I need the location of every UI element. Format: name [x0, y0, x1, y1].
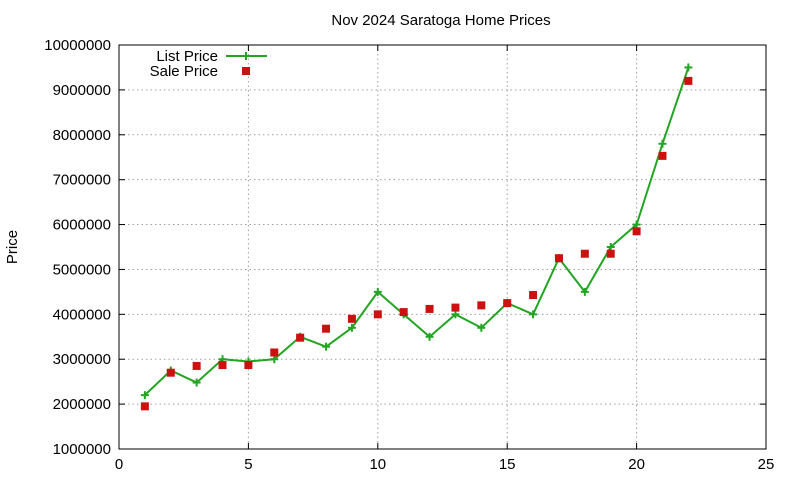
sale-price-point — [270, 348, 279, 357]
sale-price-point — [606, 249, 615, 258]
x-tick-label: 5 — [244, 456, 252, 473]
legend-marker-list-price — [242, 52, 250, 60]
list-price-point — [477, 323, 486, 332]
list-price-point — [529, 310, 538, 319]
y-tick-label: 8000000 — [53, 127, 111, 144]
plot-frame — [118, 44, 767, 450]
y-tick-label: 7000000 — [53, 172, 111, 189]
sale-price-point — [166, 368, 175, 377]
sale-price-point — [425, 304, 434, 313]
list-price-point — [192, 378, 201, 387]
legend-label-sale-price: Sale Price — [150, 63, 218, 80]
list-price-line — [144, 67, 690, 396]
legend-label-list-price: List Price — [156, 48, 218, 65]
axis-ticks — [118, 44, 767, 450]
sale-price-point — [451, 303, 460, 312]
sale-price-point — [658, 151, 667, 160]
y-tick-label: 1000000 — [53, 441, 111, 458]
sale-price-point — [580, 249, 589, 258]
list-price-point — [580, 287, 589, 296]
sale-price-point — [399, 308, 408, 317]
sale-price-point — [503, 299, 512, 308]
y-axis-label: Price — [4, 230, 21, 264]
list-price-point — [322, 342, 331, 351]
x-tick-label: 15 — [499, 456, 516, 473]
list-price-point — [451, 310, 460, 319]
y-tick-label: 2000000 — [53, 396, 111, 413]
sale-price-point — [140, 402, 149, 411]
x-tick-label: 20 — [628, 456, 645, 473]
sale-price-point — [554, 254, 563, 263]
sale-price-point — [347, 314, 356, 323]
x-tick-label: 10 — [369, 456, 386, 473]
sale-price-point — [632, 227, 641, 236]
list-price-point — [373, 287, 382, 296]
y-tick-label: 4000000 — [53, 306, 111, 323]
legend-marker-sale-price — [242, 67, 250, 75]
y-tick-label: 6000000 — [53, 217, 111, 234]
y-tick-label: 5000000 — [53, 261, 111, 278]
sale-price-point — [684, 76, 693, 85]
legend: List Price Sale Price — [150, 48, 267, 80]
x-tick-label: 25 — [758, 456, 775, 473]
y-tick-label: 9000000 — [53, 82, 111, 99]
list-price-point — [347, 323, 356, 332]
sale-price-point — [218, 361, 227, 370]
sale-price-point — [244, 361, 253, 370]
list-price-point — [270, 355, 279, 364]
legend-swatch-list-price — [226, 52, 267, 60]
x-tick-label: 0 — [115, 456, 123, 473]
list-price-point — [425, 332, 434, 341]
sale-price-point — [529, 291, 538, 300]
y-tick-label: 10000000 — [44, 37, 111, 54]
sale-price-point — [373, 310, 382, 319]
series-layer — [140, 63, 693, 411]
sale-price-point — [322, 324, 331, 333]
list-price-point — [606, 243, 615, 251]
tick-labels: 1000000 2000000 3000000 4000000 5000000 60000… — [44, 37, 774, 473]
legend-swatch-sale-price — [242, 67, 250, 75]
y-tick-label: 3000000 — [53, 351, 111, 368]
list-price-point — [684, 63, 693, 72]
sale-price-point — [296, 333, 305, 342]
sale-price-point — [192, 361, 201, 370]
chart-title: Nov 2024 Saratoga Home Prices — [331, 12, 550, 29]
list-price-point — [632, 220, 641, 229]
series-sale-price — [140, 76, 693, 411]
sale-price-point — [477, 301, 486, 310]
list-price-point — [140, 391, 149, 400]
list-price-point — [658, 139, 667, 148]
